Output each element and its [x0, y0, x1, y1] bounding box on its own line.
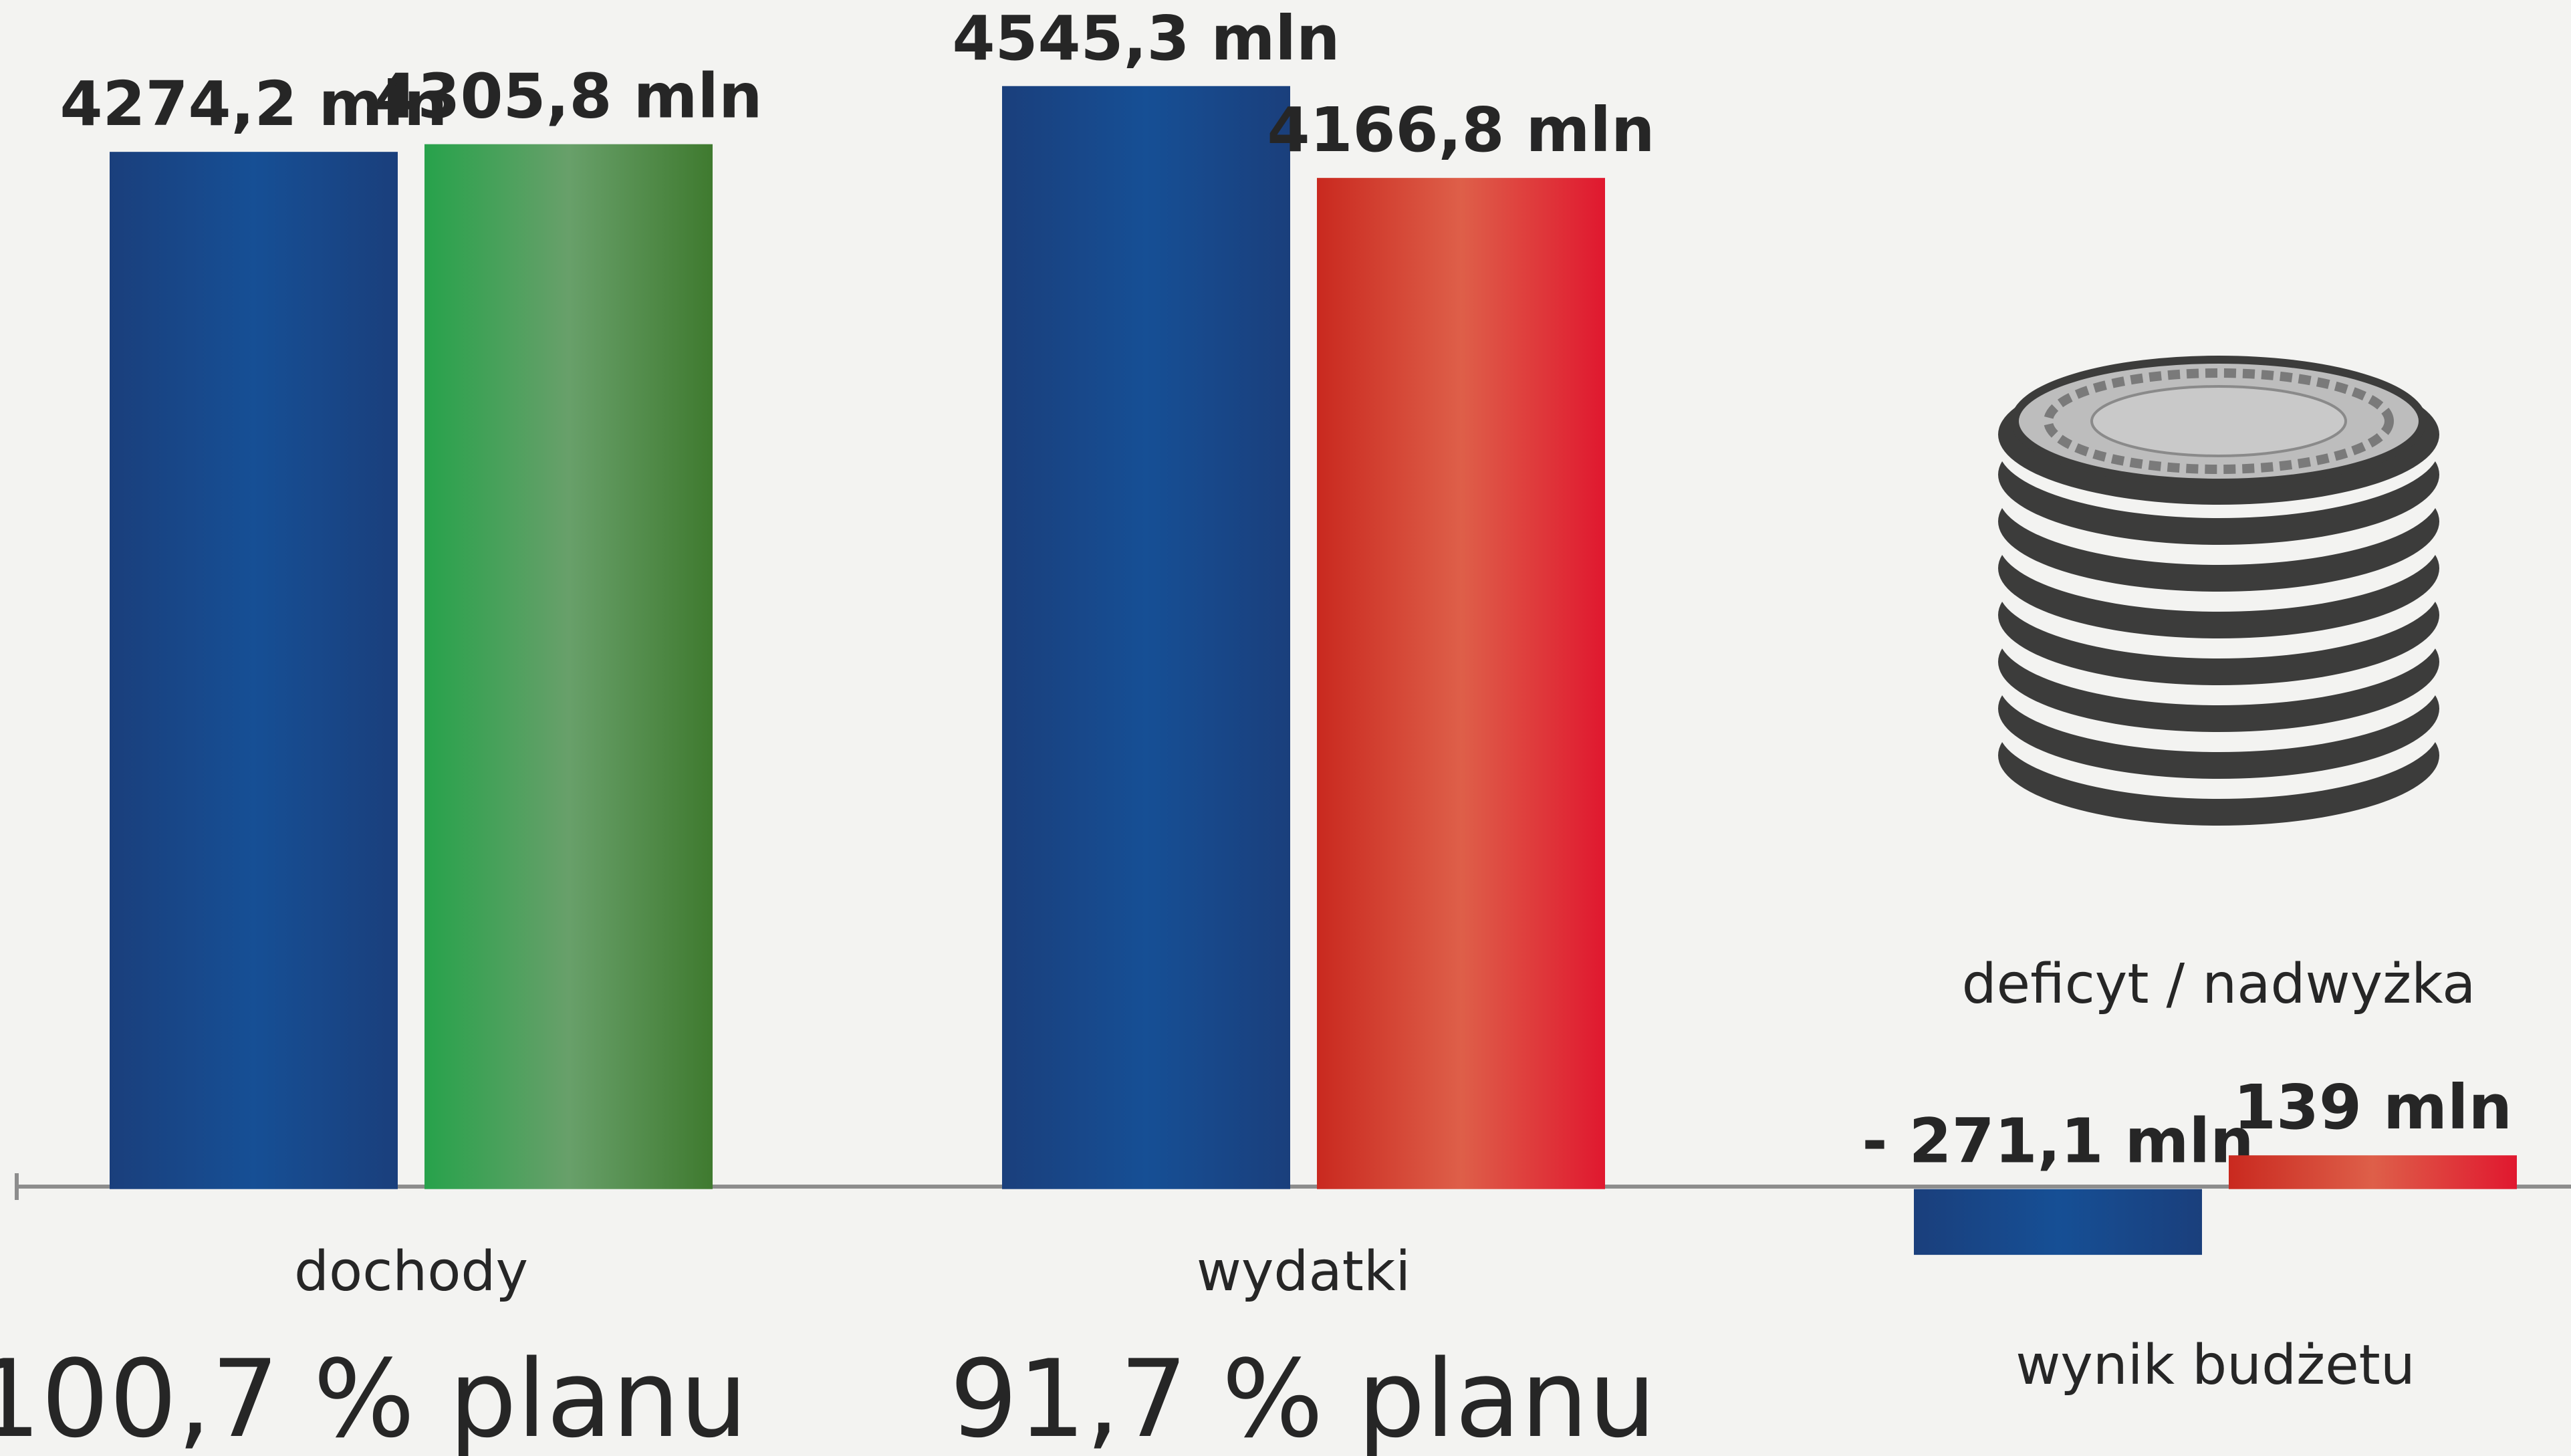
- x-tick-label: wynik budżetu: [2015, 1334, 2415, 1397]
- coin-stack: [1998, 356, 2439, 826]
- value-label: 4274,2 mln: [60, 68, 448, 140]
- plan-note: 100,7 % planu: [0, 1336, 747, 1456]
- value-label: - 271,1 mln: [1862, 1106, 2253, 1177]
- bar: [2229, 1155, 2517, 1189]
- bar: [424, 144, 713, 1189]
- x-tick-label: wydatki: [1197, 1240, 1411, 1304]
- annotation: deficyt / nadwyżka: [1962, 953, 2476, 1016]
- value-label: 139 mln: [2233, 1072, 2512, 1143]
- bar: [1002, 86, 1290, 1189]
- bar: [1317, 178, 1605, 1189]
- value-label: 4545,3 mln: [953, 3, 1340, 74]
- plan-note: 91,7 % planu: [950, 1336, 1657, 1456]
- bar: [1914, 1189, 2202, 1255]
- x-tick-label: dochody: [294, 1240, 528, 1304]
- bar: [110, 152, 398, 1189]
- value-label: 4166,8 mln: [1267, 94, 1655, 166]
- value-label: 4305,8 mln: [375, 61, 763, 132]
